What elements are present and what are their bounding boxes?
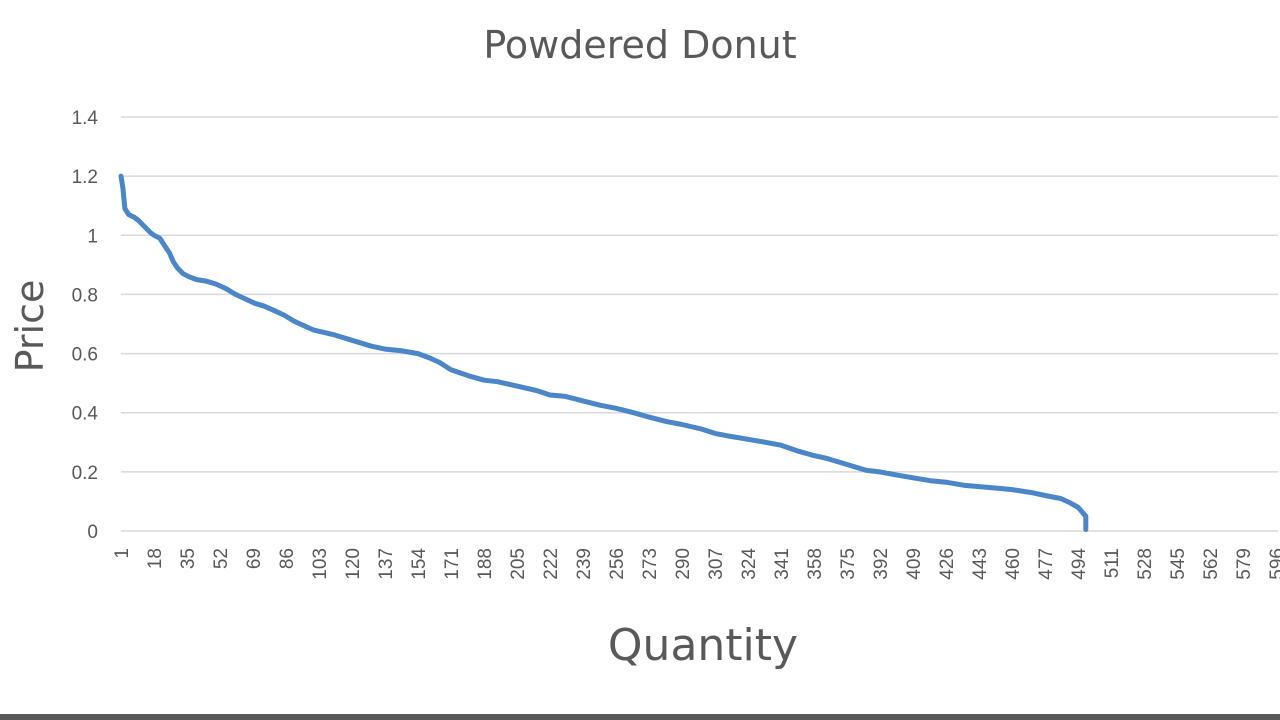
x-tick-label: 222 [541,548,562,580]
y-tick-label: 0.2 [72,463,98,484]
x-tick-label: 545 [1168,548,1189,580]
y-tick-label: 0.8 [72,285,98,306]
x-tick-label: 290 [673,548,694,580]
x-tick-label: 511 [1102,548,1123,578]
x-tick-label: 443 [970,548,991,580]
x-tick-label: 205 [508,548,529,580]
y-tick-label: 0.6 [72,345,98,366]
x-tick-label: 1 [112,548,133,559]
x-tick-label: 69 [244,548,265,569]
chart-title: Powdered Donut [483,23,796,67]
x-tick-label: 137 [376,548,397,580]
x-tick-label: 392 [871,548,892,580]
x-tick-label: 154 [409,548,430,580]
x-tick-label: 239 [574,548,595,580]
x-tick-label: 324 [739,548,760,580]
x-tick-label: 562 [1201,548,1222,580]
x-tick-label: 375 [838,548,859,580]
x-axis-ticks: 1 18 35 52 69 86 103 120 137 154 171 188 205 222 239 25… [112,548,1280,580]
y-tick-label: 0.4 [72,404,99,425]
y-tick-label: 0 [87,522,98,543]
y-tick-label: 1.2 [72,167,98,188]
bottom-border [0,714,1280,720]
y-axis-ticks: 0 0.2 0.4 0.6 0.8 1 1.2 1.4 [72,108,99,543]
x-tick-label: 35 [178,548,199,569]
x-tick-label: 579 [1234,548,1255,580]
x-tick-label: 460 [1003,548,1024,580]
x-tick-label: 120 [343,548,364,580]
x-tick-label: 341 [772,548,793,580]
x-tick-label: 528 [1135,548,1156,580]
x-tick-label: 477 [1036,548,1057,580]
x-tick-label: 273 [640,548,661,580]
x-tick-label: 171 [442,548,463,580]
y-tick-label: 1 [87,226,98,247]
x-tick-label: 256 [607,548,628,580]
x-tick-label: 596 [1267,548,1280,580]
x-tick-label: 358 [805,548,826,580]
x-tick-label: 18 [145,548,166,569]
x-axis-title: Quantity [608,620,798,671]
x-tick-label: 494 [1069,548,1090,580]
x-tick-label: 188 [475,548,496,580]
x-tick-label: 307 [706,548,727,580]
x-tick-label: 409 [904,548,925,580]
x-tick-label: 52 [211,548,232,569]
x-tick-label: 103 [310,548,331,580]
series-line-0 [118,173,1089,532]
y-tick-label: 1.4 [72,108,99,129]
x-tick-label: 426 [937,548,958,580]
x-tick-label: 86 [277,548,298,569]
gridlines [121,116,1278,532]
y-axis-title: Price [8,280,52,373]
series-layer [118,173,1089,532]
